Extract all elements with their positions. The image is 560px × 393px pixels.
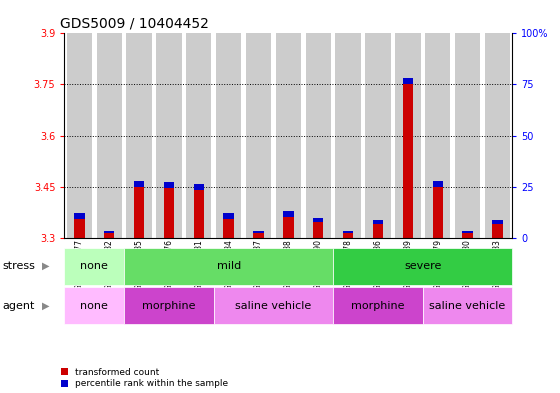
Text: mild: mild [217,261,241,271]
Bar [432,180,443,187]
Bar [64,287,124,324]
Text: ▶: ▶ [42,301,49,310]
Bar [104,231,114,233]
Bar [463,233,473,238]
Bar [194,190,204,238]
Text: saline vehicle: saline vehicle [430,301,506,310]
Bar [127,33,152,238]
Bar [124,287,214,324]
Bar [333,248,512,285]
Bar [373,220,383,224]
Bar [485,33,510,238]
Bar [223,213,234,219]
Bar [164,188,174,238]
Bar [194,184,204,190]
Bar [134,180,144,187]
Legend: transformed count, percentile rank within the sample: transformed count, percentile rank withi… [60,368,228,389]
Bar [403,84,413,238]
Bar [67,33,92,238]
Bar [283,211,293,217]
Bar [403,78,413,84]
Bar [492,220,503,224]
Bar [246,33,271,238]
Bar [134,187,144,238]
Bar [156,33,181,238]
Text: none: none [80,261,108,271]
Bar [373,224,383,238]
Bar [395,33,421,238]
Bar [313,219,324,222]
Bar [425,33,450,238]
Bar [223,219,234,238]
Bar [74,213,85,219]
Bar [104,233,114,238]
Bar [423,287,512,324]
Bar [306,33,331,238]
Bar [343,233,353,238]
Bar [216,33,241,238]
Bar [432,187,443,238]
Bar [283,217,293,238]
Text: saline vehicle: saline vehicle [235,301,311,310]
Bar [74,219,85,238]
Bar [96,33,122,238]
Bar [455,33,480,238]
Text: morphine: morphine [142,301,195,310]
Bar [164,182,174,188]
Bar [463,231,473,233]
Bar [343,231,353,233]
Text: severe: severe [404,261,441,271]
Bar [64,248,124,285]
Text: stress: stress [3,261,36,271]
Bar [276,33,301,238]
Text: GDS5009 / 10404452: GDS5009 / 10404452 [60,17,209,31]
Text: none: none [80,301,108,310]
Bar [333,287,423,324]
Bar [253,231,264,233]
Bar [313,222,324,238]
Bar [492,224,503,238]
Bar [124,248,333,285]
Bar [186,33,212,238]
Bar [335,33,361,238]
Text: ▶: ▶ [42,261,49,271]
Bar [253,233,264,238]
Bar [214,287,333,324]
Text: morphine: morphine [351,301,405,310]
Text: agent: agent [3,301,35,310]
Bar [365,33,391,238]
